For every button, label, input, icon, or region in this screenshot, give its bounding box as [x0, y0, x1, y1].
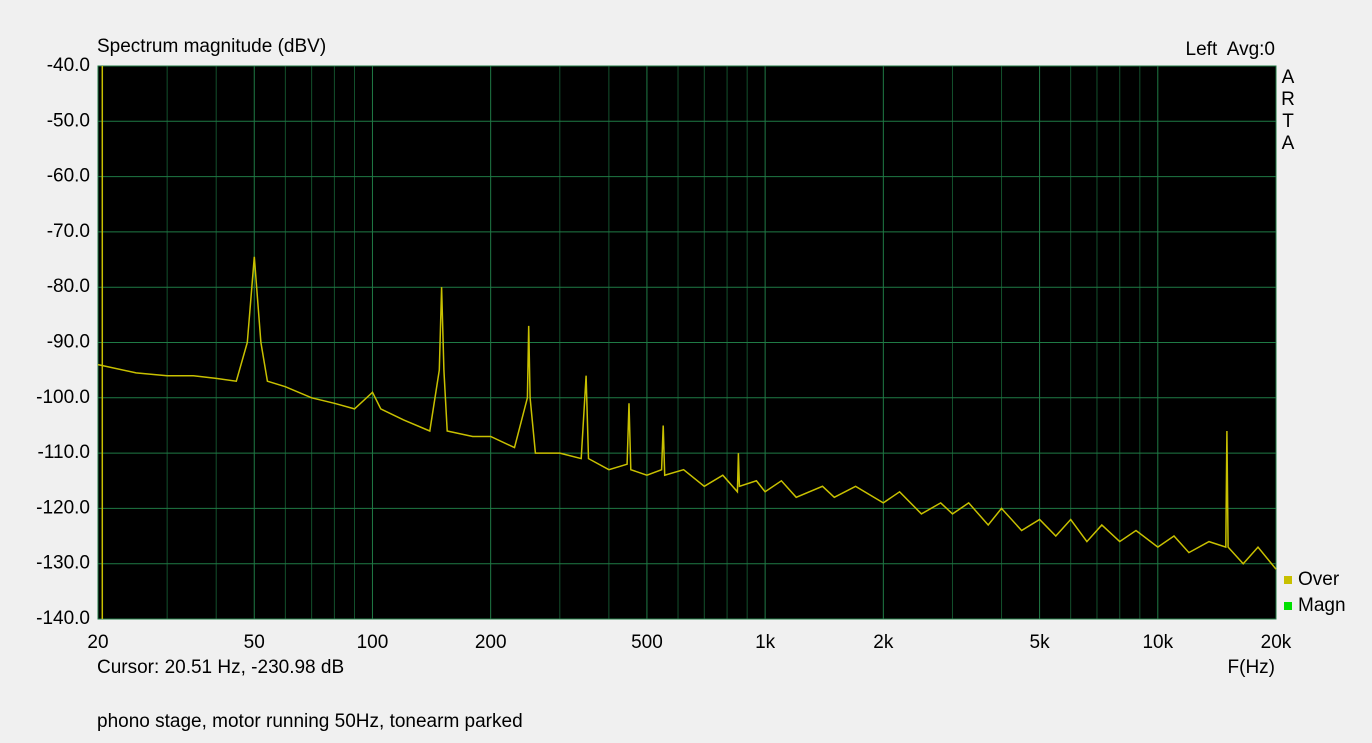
x-tick-label: 100 [357, 632, 389, 653]
x-tick-label: 2k [873, 632, 894, 653]
y-tick-label: -40.0 [47, 55, 90, 76]
y-tick-label: -50.0 [47, 110, 90, 131]
plot-frame [97, 65, 1277, 620]
brand-letter: A [1282, 133, 1295, 154]
y-tick-label: -60.0 [47, 166, 90, 187]
x-tick-label: 50 [244, 632, 265, 653]
note: phono stage, motor running 50Hz, tonearm… [97, 711, 523, 732]
legend-swatch [1284, 576, 1292, 584]
legend-label: Magn [1298, 595, 1346, 616]
x-tick-label: 20 [87, 632, 108, 653]
legend-label: Over [1298, 569, 1340, 590]
brand-letter: T [1282, 111, 1294, 132]
x-axis-label: F(Hz) [1228, 657, 1275, 678]
x-tick-label: 5k [1030, 632, 1051, 653]
x-tick-label: 500 [631, 632, 663, 653]
channel-label: Left Avg:0 [1186, 39, 1275, 60]
cursor-readout: Cursor: 20.51 Hz, -230.98 dB [97, 657, 344, 678]
y-tick-label: -90.0 [47, 332, 90, 353]
x-tick-label: 20k [1261, 632, 1292, 653]
brand-letter: R [1281, 89, 1295, 110]
legend-swatch [1284, 602, 1292, 610]
brand-letter: A [1282, 67, 1295, 88]
x-tick-label: 10k [1142, 632, 1173, 653]
y-tick-label: -110.0 [38, 442, 90, 463]
y-tick-label: -140.0 [36, 608, 90, 629]
y-tick-label: -100.0 [36, 387, 90, 408]
y-tick-label: -70.0 [47, 221, 90, 242]
y-tick-label: -80.0 [47, 276, 90, 297]
series-line [97, 256, 1277, 570]
x-tick-label: 1k [755, 632, 776, 653]
y-tick-label: -120.0 [36, 497, 90, 518]
chart-title: Spectrum magnitude (dBV) [97, 36, 326, 57]
x-tick-label: 200 [475, 632, 507, 653]
y-tick-label: -130.0 [36, 553, 90, 574]
